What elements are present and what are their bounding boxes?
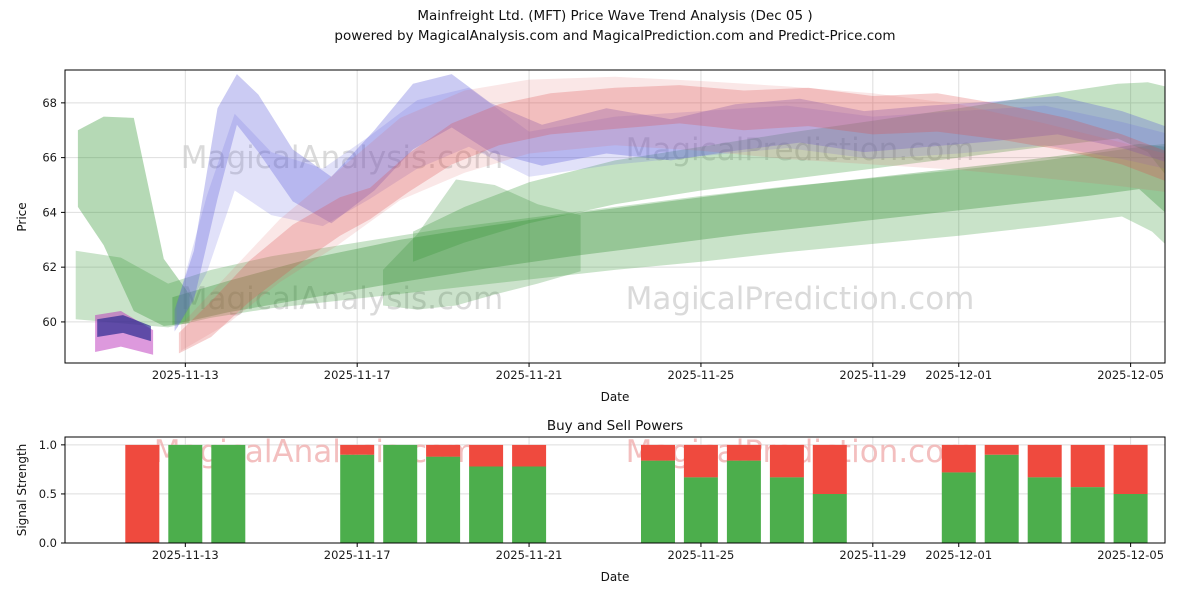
price-band-green-wide [75, 143, 1165, 328]
price-y-axis-label: Price [15, 202, 29, 232]
buy-bar-2025-12-03 [1027, 477, 1062, 543]
sell-bar-2025-11-20 [469, 444, 504, 467]
sell-bar-2025-11-17 [340, 444, 375, 455]
sell-bar-2025-12-04 [1070, 444, 1105, 488]
sell-bar-2025-11-24 [641, 444, 675, 461]
buy-bar-2025-12-04 [1070, 487, 1105, 543]
power-xtick-label: 2025-11-29 [839, 548, 906, 562]
buy-bar-2025-11-20 [469, 466, 504, 543]
price-band-red-main [178, 85, 1165, 354]
power-xtick-label: 2025-11-13 [152, 548, 219, 562]
price-band-navy-blob [97, 315, 151, 342]
price-ytick-label: 60 [42, 315, 57, 329]
power-xtick-label: 2025-11-25 [668, 548, 735, 562]
price-band-green-bulge [383, 179, 581, 310]
buy-bar-2025-11-18 [383, 444, 418, 543]
watermark-text: MagicalPrediction.com [626, 281, 975, 317]
power-xtick-label: 2025-11-21 [496, 548, 563, 562]
sell-bar-2025-12-02 [984, 444, 1019, 455]
price-xtick-label: 2025-11-13 [152, 368, 219, 382]
price-band-green-upper [413, 82, 1165, 262]
sell-bar-2025-11-19 [426, 444, 461, 457]
sell-bar-2025-11-26 [726, 444, 761, 461]
buy-bar-2025-11-17 [340, 454, 375, 543]
buy-bar-2025-12-02 [984, 454, 1019, 543]
price-band-blue-soft [176, 87, 1165, 329]
sell-bar-2025-12-03 [1027, 444, 1062, 478]
price-xtick-label: 2025-11-21 [496, 368, 563, 382]
power-y-axis-label: Signal Strength [15, 443, 29, 537]
sell-bar-2025-11-21 [512, 444, 547, 467]
power-ytick-label: 0.5 [39, 487, 57, 501]
sell-bar-2025-11-27 [769, 444, 804, 478]
price-band-green-mid [172, 143, 1165, 325]
buy-bar-2025-11-26 [726, 460, 761, 543]
sell-bar-2025-12-01 [941, 444, 976, 473]
buy-bar-2025-11-21 [512, 466, 547, 543]
sell-bar-2025-11-25 [683, 444, 718, 478]
sell-bar-2025-11-12 [125, 444, 160, 543]
price-band-red-soft [181, 76, 1165, 351]
price-band-blue-main [174, 74, 1165, 332]
price-xtick-label: 2025-11-25 [668, 368, 735, 382]
price-ytick-label: 64 [42, 205, 57, 219]
price-xtick-label: 2025-12-01 [925, 368, 992, 382]
price-band-green-left-wedge [77, 116, 190, 326]
watermark-text: MagicalAnalysis.com [154, 434, 476, 470]
power-chart-title: Buy and Sell Powers [546, 418, 684, 434]
power-xtick-label: 2025-12-05 [1097, 548, 1164, 562]
sell-bar-2025-12-05 [1113, 444, 1148, 494]
buy-bar-2025-11-27 [769, 477, 804, 543]
price-ytick-label: 68 [42, 96, 57, 110]
price-ytick-label: 62 [42, 260, 57, 274]
plot-border [64, 436, 1166, 544]
figure-powered-by-subtitle: powered by MagicalAnalysis.com and Magic… [334, 28, 896, 44]
buy-bar-2025-11-25 [683, 477, 718, 543]
price-xtick-label: 2025-11-17 [324, 368, 391, 382]
price-ytick-label: 66 [42, 151, 57, 165]
buy-bar-2025-11-19 [426, 456, 461, 543]
power-ytick-label: 1.0 [39, 438, 57, 452]
figure-title: Mainfreight Ltd. (MFT) Price Wave Trend … [417, 8, 813, 24]
power-xtick-label: 2025-11-17 [324, 548, 391, 562]
sell-bar-2025-11-28 [812, 444, 847, 494]
price-xtick-label: 2025-12-05 [1097, 368, 1164, 382]
buy-bar-2025-12-01 [941, 472, 976, 543]
power-x-axis-label: Date [600, 570, 630, 584]
watermark-text: MagicalAnalysis.com [181, 140, 503, 176]
buy-bar-2025-11-13 [168, 444, 203, 543]
buy-bar-2025-12-05 [1113, 493, 1148, 543]
buy-bar-2025-11-28 [812, 493, 847, 543]
price-x-axis-label: Date [600, 390, 630, 404]
buy-bar-2025-11-24 [641, 460, 675, 543]
price-xtick-label: 2025-11-29 [839, 368, 906, 382]
watermark-text: MagicalPrediction.com [626, 132, 975, 168]
power-ytick-label: 0.0 [39, 536, 57, 550]
watermark-text: MagicalAnalysis.com [181, 281, 503, 317]
power-xtick-label: 2025-12-01 [925, 548, 992, 562]
buy-bar-2025-11-14 [211, 444, 246, 543]
plot-border [64, 69, 1166, 364]
